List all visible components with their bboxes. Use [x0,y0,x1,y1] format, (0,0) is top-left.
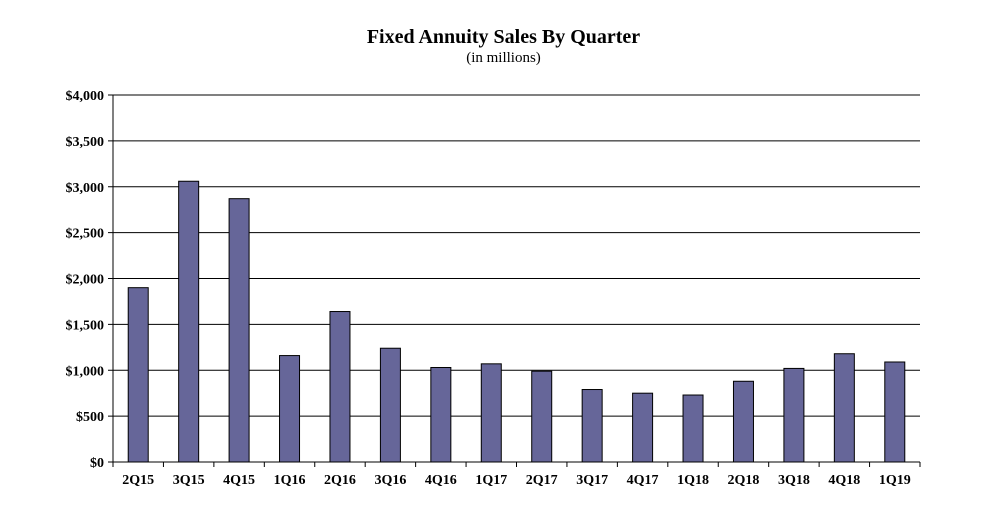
x-tick-label: 2Q18 [728,473,760,488]
y-tick-label: $1,500 [66,318,105,333]
bars [127,180,906,463]
x-tick-label: 1Q16 [274,473,306,488]
x-tick-label: 4Q17 [627,473,659,488]
bar-1Q16 [279,355,301,463]
bar-2Q17 [531,370,553,463]
x-tick-label: 2Q17 [526,473,558,488]
chart-subtitle: (in millions) [466,50,541,66]
x-tick-label: 2Q16 [324,473,356,488]
x-tick-label: 4Q18 [828,473,860,488]
y-tick-label: $500 [76,410,104,425]
y-tick-label: $4,000 [66,89,105,104]
bar-4Q16 [430,366,452,463]
bar-1Q18 [682,394,704,463]
bar-1Q17 [480,363,502,463]
bar-2Q15 [127,287,149,463]
x-tick-label: 1Q17 [475,473,507,488]
bar-2Q16 [329,311,351,463]
y-tick-labels: $0 $500 $1,000 $1,500 $2,000 $2,500 $3,000 $3,5… [66,89,105,471]
y-tick-label: $2,500 [66,227,105,242]
x-tick-label: 4Q16 [425,473,457,488]
bar-3Q16 [379,347,401,463]
bar-4Q17 [632,392,654,463]
axes [108,94,921,467]
x-tick-label: 1Q18 [677,473,709,488]
y-tick-label: $3,500 [66,135,105,150]
y-tick-label: $3,000 [66,181,105,196]
x-tick-label: 3Q17 [576,473,608,488]
bar-3Q15 [178,180,200,463]
x-tick-label: 3Q18 [778,473,810,488]
x-tick-label: 3Q16 [374,473,406,488]
x-tick-label: 1Q19 [879,473,911,488]
chart-title: Fixed Annuity Sales By Quarter [366,26,641,48]
y-tick-label: $2,000 [66,273,105,288]
x-tick-label: 2Q15 [122,473,154,488]
bar-3Q17 [581,389,603,463]
x-tick-label: 3Q15 [173,473,205,488]
bar-4Q15 [228,198,250,463]
y-tick-label: $1,000 [66,364,105,379]
bar-1Q19 [884,361,906,463]
bar-3Q18 [783,367,805,463]
bar-4Q18 [833,353,855,463]
y-tick-label: $0 [90,456,104,471]
x-tick-labels: 2Q15 3Q15 4Q15 1Q16 2Q16 3Q16 4Q16 1Q17 2Q17 3Q17… [122,473,910,488]
bar-2Q18 [732,380,754,463]
x-tick-label: 4Q15 [223,473,255,488]
